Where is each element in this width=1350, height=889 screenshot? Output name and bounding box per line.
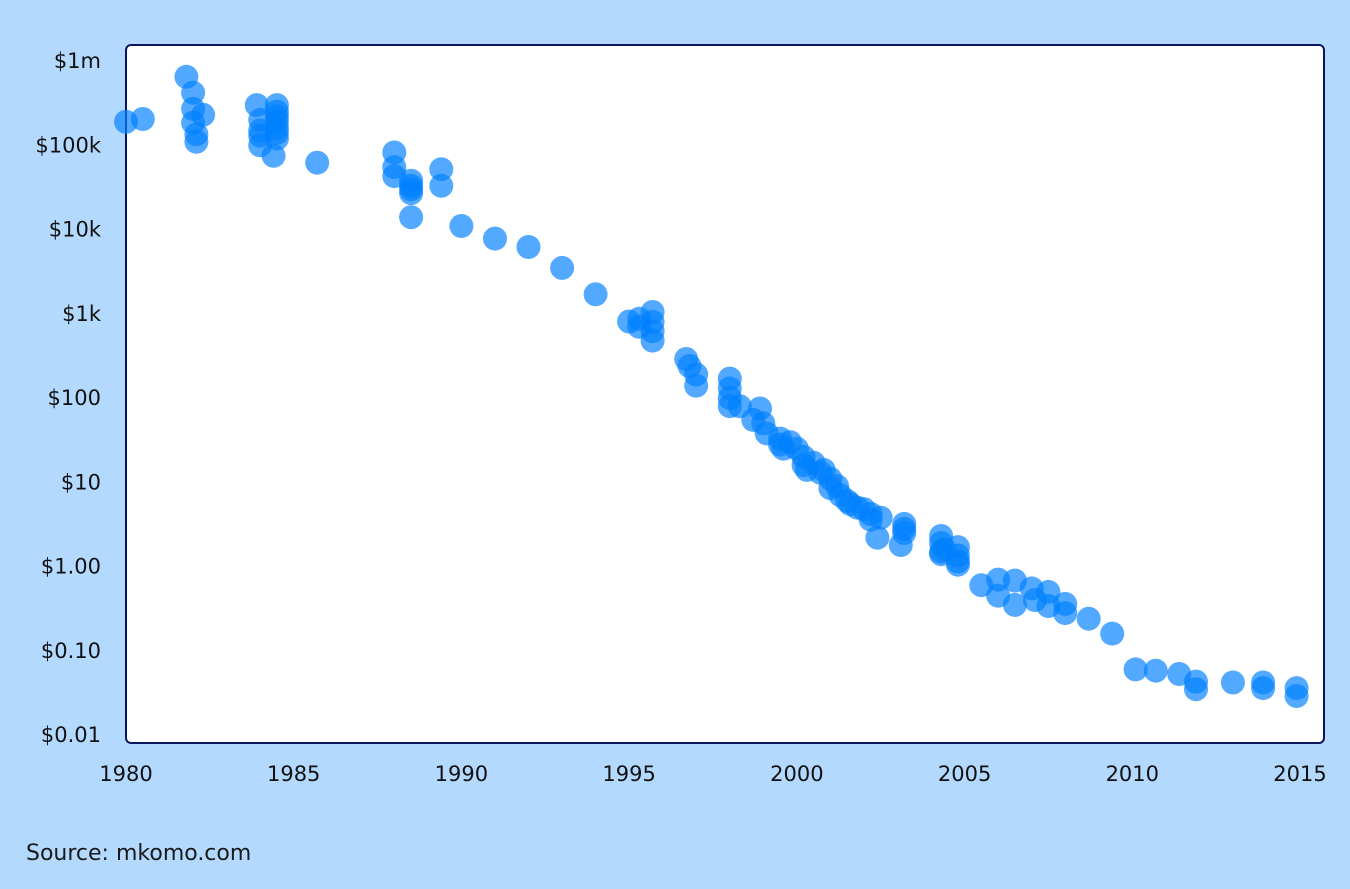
y-tick-label: $10 xyxy=(61,470,101,494)
data-point xyxy=(1184,677,1208,702)
x-tick-label: 1980 xyxy=(99,762,152,786)
y-tick-label: $100k xyxy=(35,133,101,157)
x-tick-label: 1995 xyxy=(602,762,655,786)
data-point xyxy=(261,143,286,168)
data-point xyxy=(1143,658,1168,683)
y-tick-label: $0.10 xyxy=(41,639,101,663)
data-point xyxy=(449,214,474,238)
data-point xyxy=(399,181,424,206)
data-point xyxy=(892,521,917,545)
x-tick-label: 2005 xyxy=(938,762,991,786)
data-point xyxy=(1220,670,1245,695)
y-tick-label: $1.00 xyxy=(41,555,101,579)
data-point xyxy=(1123,657,1148,682)
data-point xyxy=(1251,676,1276,701)
data-point xyxy=(399,205,424,230)
data-point xyxy=(640,328,665,353)
y-axis-ticks: $0.01 $0.10 $1.00 $10 $100 $1k $10k $100k $1m xyxy=(35,49,101,747)
data-point xyxy=(483,226,507,251)
x-tick-label: 2010 xyxy=(1106,762,1159,786)
data-points xyxy=(114,64,1309,708)
data-point xyxy=(583,282,608,307)
data-point xyxy=(184,129,209,154)
y-tick-label: $10k xyxy=(49,218,102,242)
data-point xyxy=(305,150,330,175)
x-tick-label: 2000 xyxy=(770,762,823,786)
x-axis-ticks: 1980 1985 1990 1995 2000 2005 2010 2015 xyxy=(99,762,1326,786)
data-point xyxy=(429,157,454,182)
y-tick-label: $0.01 xyxy=(41,723,101,747)
x-tick-label: 1990 xyxy=(435,762,488,786)
data-point xyxy=(516,235,541,259)
data-point xyxy=(191,102,216,127)
x-tick-label: 2015 xyxy=(1273,762,1326,786)
data-point xyxy=(684,373,709,398)
y-tick-label: $1k xyxy=(62,302,102,326)
data-point xyxy=(1002,592,1027,617)
source-note: Source: mkomo.com xyxy=(26,841,252,866)
data-point xyxy=(865,525,890,550)
data-point xyxy=(1053,601,1078,626)
data-point xyxy=(1100,621,1125,646)
y-tick-label: $1m xyxy=(54,49,101,73)
data-point xyxy=(945,552,970,577)
data-point xyxy=(550,255,575,280)
data-point xyxy=(1076,606,1101,631)
data-point xyxy=(130,107,155,131)
x-tick-label: 1985 xyxy=(267,762,320,786)
y-tick-label: $100 xyxy=(48,386,101,410)
data-point xyxy=(429,173,454,198)
data-point xyxy=(1284,684,1309,708)
data-point xyxy=(868,505,893,530)
